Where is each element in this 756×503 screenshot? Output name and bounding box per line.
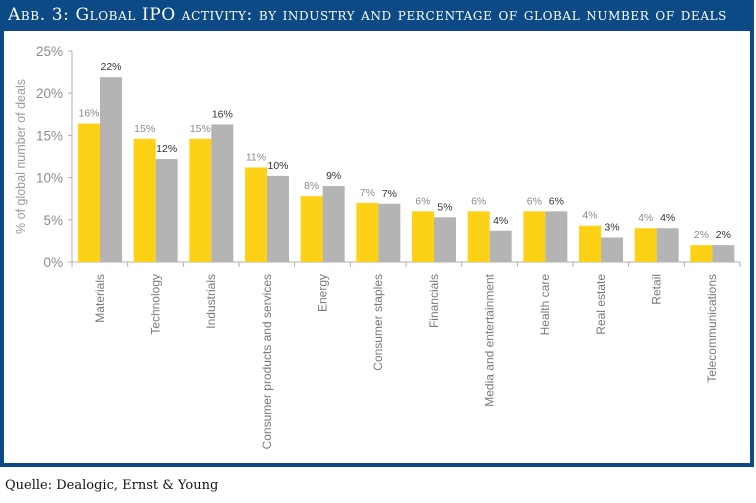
x-category-label: Telecommunications	[705, 274, 719, 383]
y-axis-title: % of global number of deals	[14, 79, 28, 234]
data-label: 9%	[326, 170, 341, 182]
data-label: 16%	[212, 108, 233, 120]
bar-series2	[712, 245, 735, 262]
y-axis: 0% 5% 10% 15% 20% 25%	[36, 44, 73, 270]
bar-series2	[100, 77, 122, 262]
data-label: 6%	[549, 195, 564, 207]
data-label: 6%	[471, 195, 486, 207]
bar-series2	[601, 237, 623, 262]
bar-series2	[656, 228, 679, 262]
bar-series1	[245, 167, 267, 262]
data-label: 16%	[78, 108, 99, 120]
x-category-label: Retail	[650, 274, 664, 305]
bar-series1	[579, 225, 601, 262]
data-label: 2%	[694, 229, 709, 241]
bar-series1	[78, 123, 100, 262]
bar-series1	[523, 211, 546, 262]
x-category-label: Financials	[427, 274, 441, 328]
data-label: 6%	[415, 195, 430, 207]
data-label: 4%	[638, 212, 653, 224]
bar-series1	[300, 196, 323, 262]
bar-series1	[356, 202, 379, 262]
data-label: 12%	[156, 143, 177, 155]
y-tick-label: 10%	[36, 171, 63, 186]
data-label: 2%	[716, 229, 731, 241]
bar-series2	[489, 230, 512, 262]
chart-frame	[0, 0, 754, 467]
bar-series1	[467, 211, 490, 262]
bar-series1	[189, 138, 212, 262]
data-label: 15%	[190, 123, 211, 135]
data-label: 8%	[304, 180, 319, 192]
bar-series2	[211, 124, 234, 262]
data-label: 4%	[660, 212, 675, 224]
x-category-label: Materials	[93, 274, 107, 323]
bar-series2	[322, 186, 345, 262]
bar-series2	[545, 211, 568, 262]
bar-series1	[133, 138, 156, 262]
bar-series1	[690, 245, 713, 262]
bar-series2	[155, 159, 178, 262]
y-tick-label: 15%	[36, 128, 63, 143]
chart-header: Abb. 3: Global IPO activity: by industry…	[0, 0, 754, 31]
data-label: 6%	[527, 195, 542, 207]
y-tick-label: 5%	[43, 213, 63, 228]
data-label: 15%	[134, 123, 155, 135]
x-category-label: Consumer products and services	[260, 274, 274, 449]
bar-series2	[378, 203, 401, 262]
data-label: 4%	[493, 215, 508, 227]
y-tick-label: 25%	[36, 44, 63, 59]
x-category-label: Media and entertainment	[483, 273, 497, 406]
data-label: 7%	[382, 188, 397, 200]
data-label: 5%	[437, 201, 452, 213]
bar-series2	[434, 217, 456, 262]
x-category-label: Real estate	[594, 274, 608, 335]
bar-series1	[412, 211, 434, 262]
bar-series2	[267, 175, 289, 262]
data-label: 4%	[582, 210, 597, 222]
data-labels: 16%15% 15%11%8%7%6% 6% 6%4% 4%2%22%12%16%10%…	[78, 61, 730, 241]
y-tick-label: 0%	[43, 255, 63, 270]
bars	[78, 77, 735, 262]
data-label: 10%	[267, 160, 288, 172]
x-category-label: Energy	[316, 274, 330, 312]
data-label: 11%	[246, 151, 266, 163]
x-category-label: Technology	[149, 274, 163, 335]
y-tick-label: 20%	[36, 86, 63, 101]
data-label: 22%	[100, 61, 121, 73]
chart-title: Abb. 3: Global IPO activity: by industry…	[8, 5, 727, 25]
data-label: 7%	[360, 187, 375, 199]
x-category-label: Industrials	[204, 274, 218, 329]
x-category-label: Consumer staples	[371, 274, 385, 371]
x-axis: Materials Technology Industrials Consumer p…	[71, 261, 741, 449]
data-label: 3%	[604, 222, 619, 234]
source-note: Quelle: Dealogic, Ernst & Young	[5, 478, 219, 493]
bar-series1	[634, 228, 657, 262]
x-category-label: Health care	[538, 274, 552, 336]
